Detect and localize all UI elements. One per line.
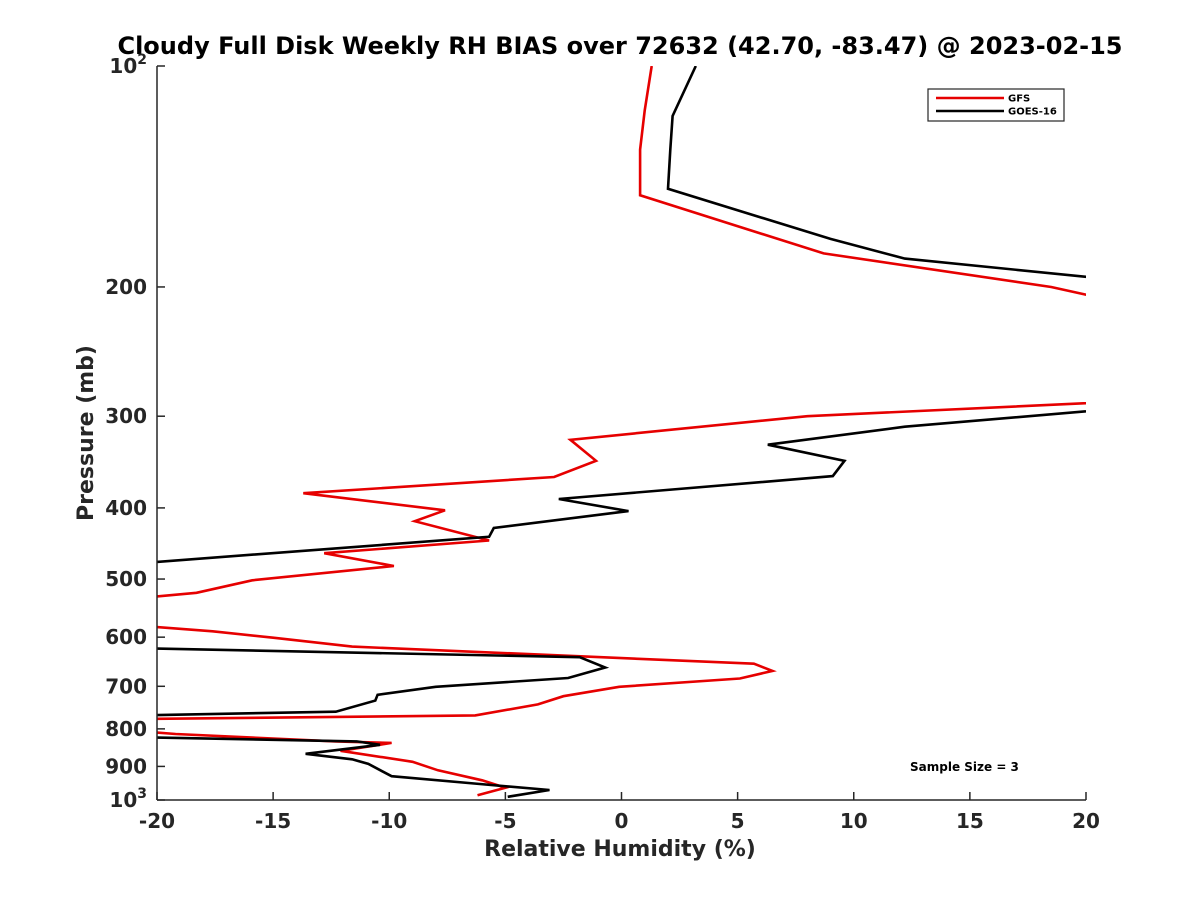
x-tick-label: -5	[494, 809, 516, 833]
series-layer	[157, 66, 1086, 799]
y-tick-label: 103	[109, 786, 147, 812]
y-tick-label: 500	[105, 567, 147, 591]
x-tick-label: -20	[139, 809, 175, 833]
y-tick-label: 102	[109, 52, 147, 78]
chart-title: Cloudy Full Disk Weekly RH BIAS over 726…	[117, 32, 1122, 60]
y-axis-title: Pressure (mb)	[74, 345, 99, 521]
x-axis-title: Relative Humidity (%)	[484, 837, 756, 862]
legend-label-goes16: GOES-16	[1008, 107, 1057, 118]
series-line-gfs	[157, 66, 1086, 797]
x-tick-label: -10	[371, 809, 407, 833]
y-tick-label: 800	[105, 717, 147, 741]
sample-size-annotation: Sample Size = 3	[910, 760, 1019, 774]
x-tick-label: 20	[1072, 809, 1100, 833]
y-tick-label: 700	[105, 674, 147, 698]
y-axis-ticks: 102 200 300 400 500 600 700 800 900 103	[105, 52, 165, 812]
x-tick-label: 0	[615, 809, 629, 833]
y-tick-label: 400	[105, 496, 147, 520]
x-tick-label: 15	[956, 809, 984, 833]
y-tick-label: 900	[105, 754, 147, 778]
y-tick-label: 200	[105, 275, 147, 299]
x-tick-label: 5	[731, 809, 745, 833]
series-line-goes16	[157, 66, 1086, 799]
x-tick-label: 10	[840, 809, 868, 833]
legend: GFS GOES-16	[927, 88, 1065, 122]
plot-frame	[156, 66, 1086, 801]
x-tick-label: -15	[255, 809, 291, 833]
y-tick-label: 300	[105, 404, 147, 428]
legend-label-gfs: GFS	[1008, 94, 1030, 105]
y-tick-label: 600	[105, 625, 147, 649]
legend-box	[927, 88, 1065, 122]
x-axis-ticks: -20 -15 -10 -5 0 5 10 15 20	[139, 792, 1100, 833]
